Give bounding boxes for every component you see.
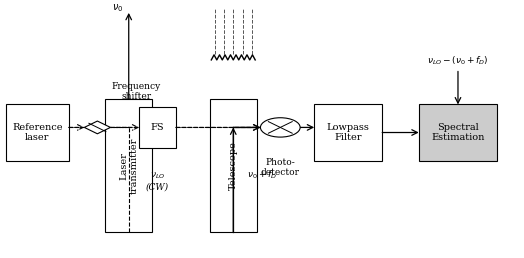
Polygon shape [84, 121, 111, 134]
Text: FS: FS [151, 123, 165, 132]
Bar [419, 104, 497, 160]
Text: Lowpass
Filter: Lowpass Filter [327, 123, 369, 142]
Bar [314, 104, 382, 160]
Bar [6, 104, 69, 160]
Text: $\nu_0 + f_D$: $\nu_0 + f_D$ [247, 168, 277, 181]
Text: Telescope: Telescope [229, 141, 238, 190]
Text: Spectral
Estimation: Spectral Estimation [431, 123, 485, 142]
Text: Photo-
detector: Photo- detector [261, 158, 300, 178]
Text: Frequency
shifter: Frequency shifter [112, 82, 161, 101]
Text: $\nu_0$: $\nu_0$ [112, 2, 123, 14]
Bar [105, 99, 152, 232]
Text: Reference
laser: Reference laser [12, 123, 62, 142]
Bar [210, 99, 257, 232]
Text: $\nu_{LO}$
(CW): $\nu_{LO}$ (CW) [146, 171, 169, 192]
Circle shape [260, 118, 300, 137]
Bar [139, 107, 176, 148]
Text: Laser
transmitter: Laser transmitter [119, 138, 138, 194]
Text: $\nu_{LO} - (\nu_0 + f_D)$: $\nu_{LO} - (\nu_0 + f_D)$ [427, 55, 489, 67]
